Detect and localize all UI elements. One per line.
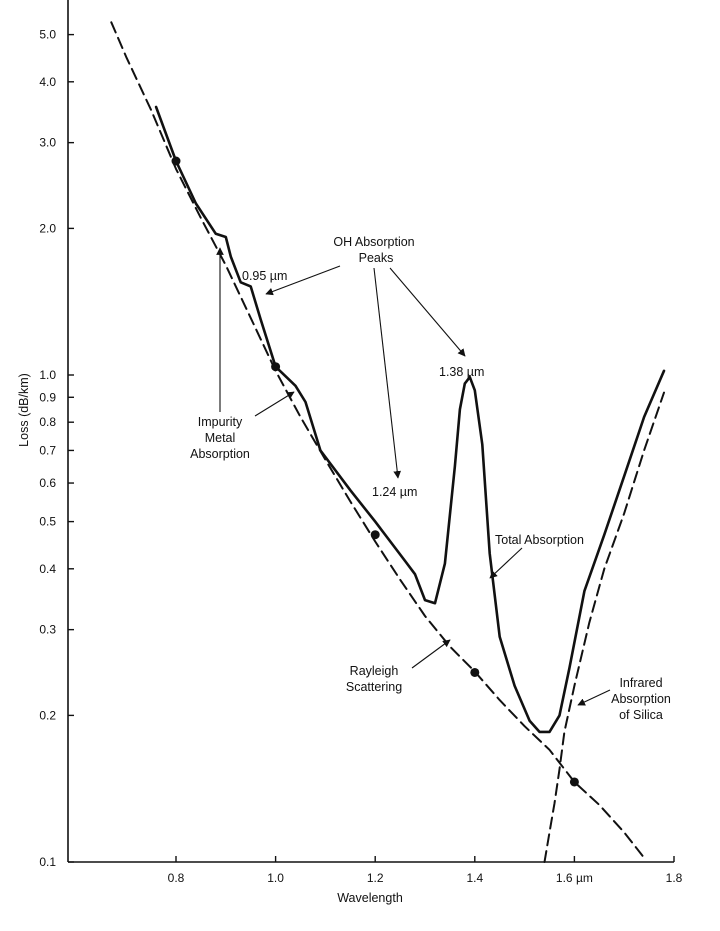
series-line-1	[154, 105, 666, 734]
annotation-impurity-2: Metal	[205, 431, 236, 445]
annotation-peak-095: 0.95 µm	[242, 269, 287, 283]
annotation-arrows	[216, 247, 611, 706]
arrow-oh-to-138	[389, 267, 466, 357]
annotation-oh-peaks: Peaks	[359, 251, 394, 265]
x-tick-label: 1.8	[666, 871, 683, 885]
annotation-oh-absorption: OH Absorption	[333, 235, 414, 249]
arrow-rayleigh	[411, 639, 451, 669]
y-tick-label: 0.3	[39, 623, 56, 637]
annotation-impurity-1: Impurity	[198, 415, 243, 429]
ticks: 0.8 1.0 1.2 1.4 1.6 µm 1.8 0.1 0.2 0.3 0.4 0.5 0.6 0…	[39, 28, 682, 885]
series-line-3	[543, 391, 665, 863]
series-line-2	[110, 21, 646, 859]
arrow-oh-to-124	[373, 267, 402, 479]
y-tick-label: 0.8	[39, 415, 56, 429]
x-tick-label: 0.8	[168, 871, 185, 885]
y-tick-label: 3.0	[39, 136, 56, 150]
data-point-marker	[470, 667, 480, 677]
annotation-infrared-3: of Silica	[619, 708, 663, 722]
y-tick-label: 5.0	[39, 28, 56, 42]
arrow-infrared	[577, 689, 611, 706]
x-tick-label: 1.0	[267, 871, 284, 885]
x-axis-label: Wavelength	[337, 891, 403, 905]
y-tick-label: 0.4	[39, 562, 56, 576]
axes	[67, 0, 674, 863]
y-tick-label: 2.0	[39, 221, 56, 235]
x-tick-label: 1.4	[466, 871, 483, 885]
annotation-peak-138: 1.38 µm	[439, 365, 484, 379]
arrow-impurity-to-curve	[254, 391, 295, 417]
annotation-peak-124: 1.24 µm	[372, 485, 417, 499]
x-tick-label: 1.2	[367, 871, 384, 885]
data-point-marker	[171, 156, 181, 166]
data-point-marker	[370, 530, 380, 540]
annotation-infrared-1: Infrared	[619, 676, 662, 690]
y-tick-label: 0.2	[39, 708, 56, 722]
x-tick-label: 1.6 µm	[556, 871, 593, 885]
y-tick-label: 4.0	[39, 75, 56, 89]
annotation-infrared-2: Absorption	[611, 692, 671, 706]
y-tick-label: 0.7	[39, 443, 56, 457]
y-axis-label: Loss (dB/km)	[17, 373, 31, 447]
y-tick-label: 0.1	[39, 855, 56, 869]
annotation-total-absorption: Total Absorption	[495, 533, 584, 547]
markers-group	[171, 156, 579, 787]
data-point-marker	[569, 777, 579, 787]
y-tick-label: 0.5	[39, 515, 56, 529]
y-tick-label: 0.6	[39, 476, 56, 490]
data-point-marker	[271, 362, 281, 372]
annotation-rayleigh-2: Scattering	[346, 680, 402, 694]
annotation-impurity-3: Absorption	[190, 447, 250, 461]
y-tick-label: 0.9	[39, 390, 56, 404]
arrow-total-absorption	[489, 547, 523, 579]
y-tick-label: 1.0	[39, 368, 56, 382]
arrow-oh-to-095	[265, 265, 341, 296]
annotation-rayleigh-1: Rayleigh	[350, 664, 399, 678]
series-group	[110, 21, 666, 863]
